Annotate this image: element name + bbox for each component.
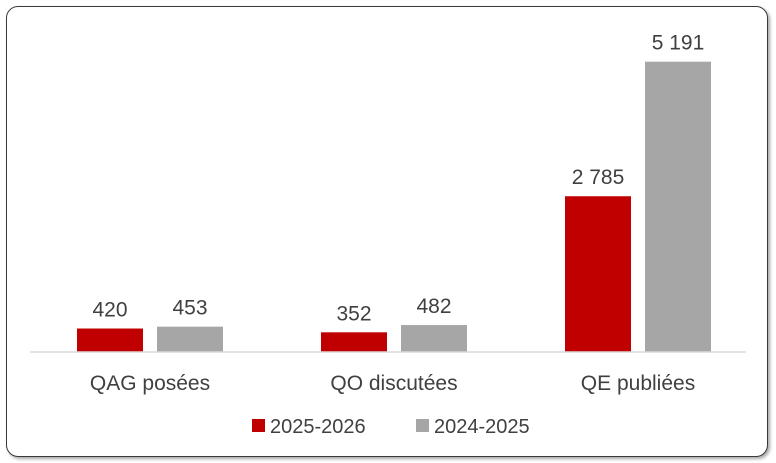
category-label: QE publiées: [581, 372, 695, 395]
category-labels-group: QAG posées QO discutées QE publiées: [90, 372, 695, 395]
bar-2025-2026-2: [565, 196, 631, 352]
bar-2025-2026-0: [77, 328, 143, 352]
bar-2024-2025-2: [645, 61, 711, 353]
value-label: 5 191: [652, 32, 705, 55]
legend: 2025-2026 2024-2025: [252, 416, 530, 438]
bar-2024-2025-1: [401, 325, 467, 352]
value-label: 352: [336, 302, 371, 325]
category-label: QAG posées: [90, 372, 210, 395]
bar-2024-2025-0: [157, 326, 223, 352]
chart-frame: [6, 6, 768, 457]
value-label: 482: [416, 295, 451, 318]
value-label: 420: [92, 299, 127, 322]
bar-2025-2026-1: [321, 332, 387, 352]
value-labels-group: 420 352 2 785 453 482 5 191: [92, 32, 704, 326]
legend-label-2025-2026: 2025-2026: [270, 416, 366, 438]
value-label: 453: [172, 297, 207, 320]
value-label: 2 785: [572, 166, 625, 189]
legend-swatch-2025-2026: [252, 419, 265, 432]
category-label: QO discutées: [330, 372, 457, 395]
legend-label-2024-2025: 2024-2025: [434, 416, 530, 438]
bars-group: [77, 61, 711, 353]
legend-swatch-2024-2025: [416, 419, 429, 432]
